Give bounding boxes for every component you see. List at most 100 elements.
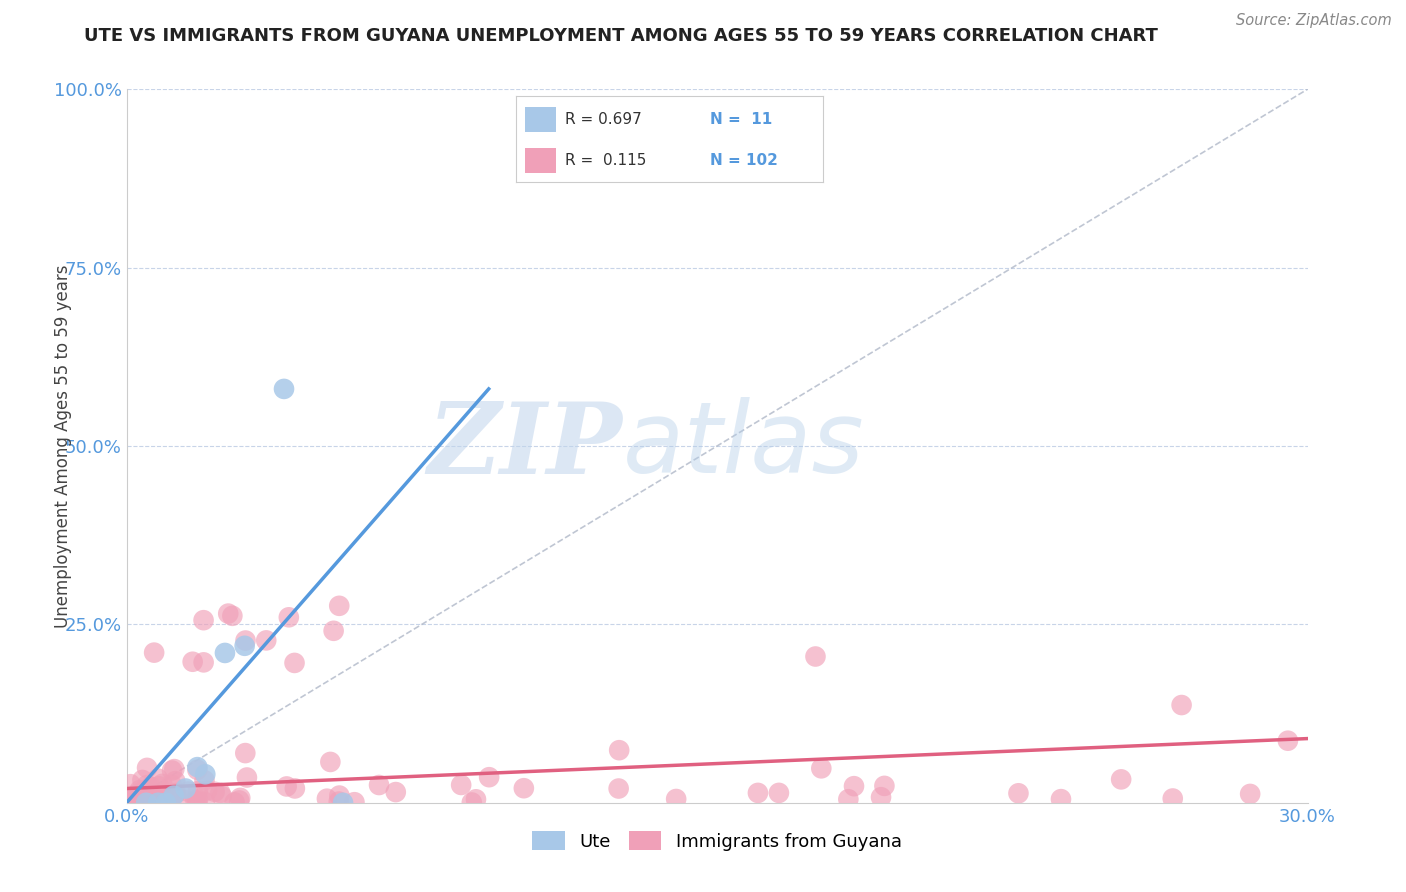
Point <box>194 767 217 781</box>
Point <box>273 382 295 396</box>
Point <box>328 599 350 613</box>
Point <box>146 772 169 786</box>
Point <box>121 793 143 807</box>
Point <box>229 790 252 805</box>
Point <box>316 791 339 805</box>
Point <box>368 778 391 792</box>
Point <box>332 796 354 810</box>
Point <box>221 608 243 623</box>
Point <box>343 795 366 809</box>
Point <box>1277 733 1299 747</box>
Point <box>214 646 236 660</box>
Point <box>607 743 630 757</box>
Text: Unemployment Among Ages 55 to 59 years: Unemployment Among Ages 55 to 59 years <box>55 264 72 628</box>
Point <box>143 646 166 660</box>
Point <box>120 790 142 805</box>
Point <box>186 795 208 809</box>
Point <box>120 793 142 807</box>
Point <box>236 771 259 785</box>
Point <box>160 778 183 792</box>
Point <box>132 784 155 798</box>
Point <box>513 781 536 796</box>
Point <box>187 792 209 806</box>
Point <box>195 783 218 797</box>
Point <box>165 774 187 789</box>
Point <box>163 762 186 776</box>
Point <box>284 781 307 796</box>
Point <box>120 777 142 791</box>
Point <box>204 785 226 799</box>
Point <box>193 656 215 670</box>
Text: atlas: atlas <box>623 398 865 494</box>
Text: UTE VS IMMIGRANTS FROM GUYANA UNEMPLOYMENT AMONG AGES 55 TO 59 YEARS CORRELATION: UTE VS IMMIGRANTS FROM GUYANA UNEMPLOYME… <box>84 27 1159 45</box>
Point <box>607 781 630 796</box>
Point <box>194 795 217 809</box>
Point <box>842 779 865 793</box>
Point <box>254 633 277 648</box>
Point <box>146 796 169 810</box>
Point <box>384 785 406 799</box>
Point <box>148 779 170 793</box>
Point <box>328 789 350 803</box>
Point <box>1239 787 1261 801</box>
Point <box>142 788 165 802</box>
Point <box>665 792 688 806</box>
Text: Source: ZipAtlas.com: Source: ZipAtlas.com <box>1236 13 1392 29</box>
Point <box>142 788 165 802</box>
Point <box>276 780 298 794</box>
Point <box>139 795 162 809</box>
Point <box>138 786 160 800</box>
Point <box>1109 772 1132 787</box>
Point <box>128 793 150 807</box>
Point <box>235 633 257 648</box>
Point <box>174 781 197 796</box>
Point <box>233 639 256 653</box>
Point <box>184 793 207 807</box>
Text: ZIP: ZIP <box>427 398 623 494</box>
Point <box>120 791 142 805</box>
Point <box>233 746 256 760</box>
Point <box>328 795 350 809</box>
Point <box>127 787 149 801</box>
Point <box>136 761 159 775</box>
Point <box>461 796 484 810</box>
Point <box>135 796 157 810</box>
Point <box>478 770 501 784</box>
Point <box>870 790 893 805</box>
Point <box>135 786 157 800</box>
Point <box>150 777 173 791</box>
Point <box>837 792 859 806</box>
Point <box>768 786 790 800</box>
Point <box>131 772 153 787</box>
Point <box>1161 791 1184 805</box>
Point <box>120 792 142 806</box>
Point <box>134 791 156 805</box>
Point <box>810 761 832 775</box>
Point <box>160 764 183 778</box>
Point <box>181 655 204 669</box>
Point <box>163 787 186 801</box>
Point <box>163 789 186 803</box>
Point <box>450 778 472 792</box>
Point <box>1050 792 1073 806</box>
Point <box>209 786 232 800</box>
Point <box>193 773 215 788</box>
Point <box>129 791 152 805</box>
Point <box>747 786 769 800</box>
Point <box>129 791 152 805</box>
Point <box>873 779 896 793</box>
Legend: Ute, Immigrants from Guyana: Ute, Immigrants from Guyana <box>526 824 908 858</box>
Point <box>177 784 200 798</box>
Point <box>319 755 342 769</box>
Point <box>211 789 233 804</box>
Point <box>193 613 215 627</box>
Point <box>120 789 142 804</box>
Point <box>1007 786 1029 800</box>
Point <box>165 786 187 800</box>
Point <box>277 610 299 624</box>
Point <box>128 783 150 797</box>
Point <box>153 791 176 805</box>
Point <box>228 793 250 807</box>
Point <box>173 793 195 807</box>
Point <box>120 796 142 810</box>
